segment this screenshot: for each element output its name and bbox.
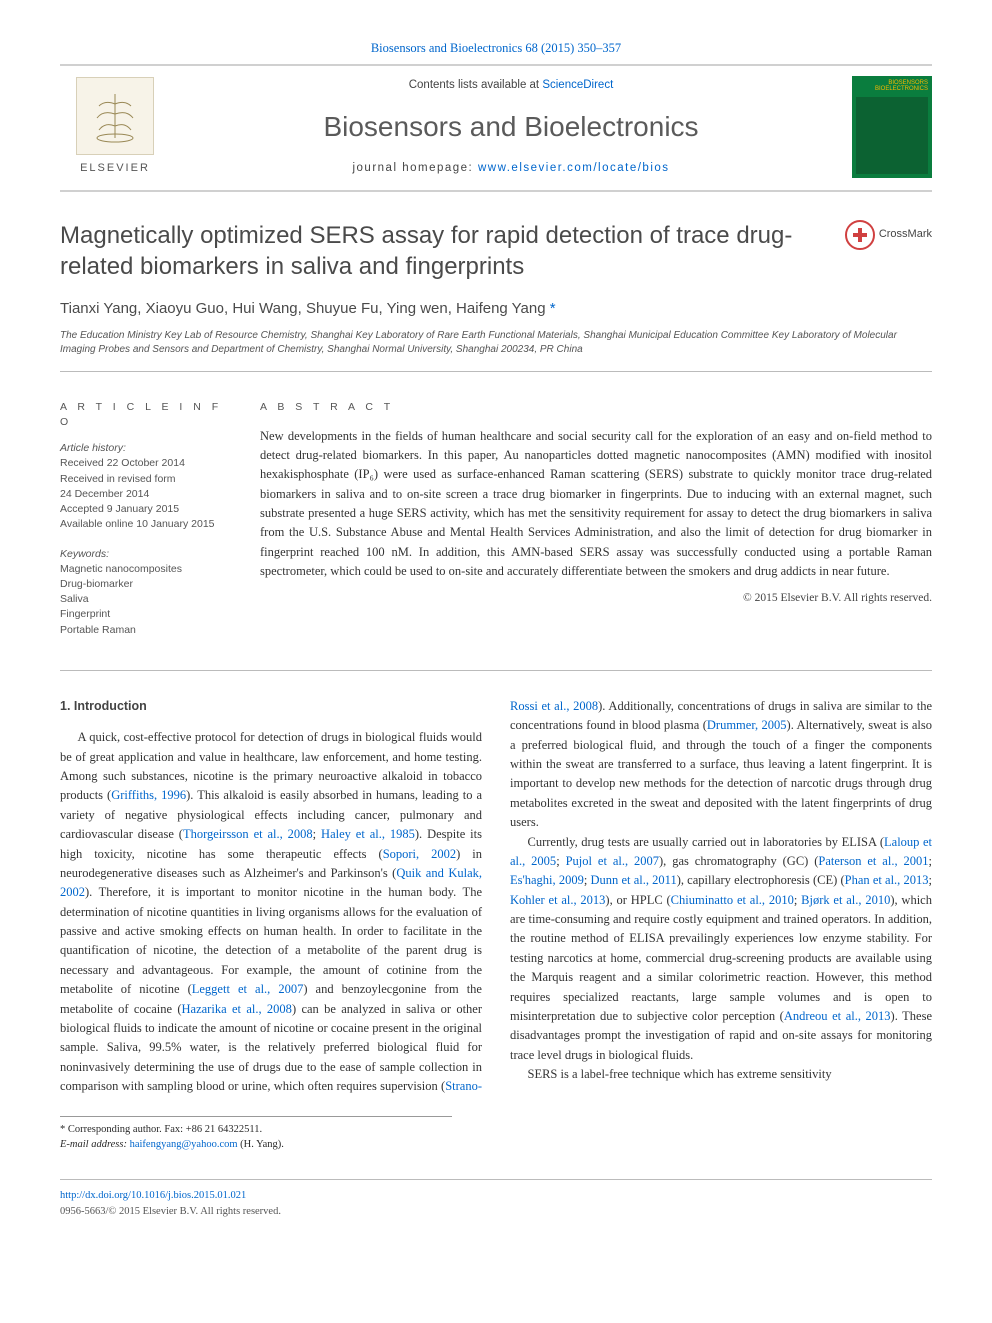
homepage-prefix: journal homepage: xyxy=(352,162,477,174)
crossmark-badge[interactable]: CrossMark xyxy=(845,220,932,250)
abstract-heading: A B S T R A C T xyxy=(260,400,932,415)
citation-link[interactable]: Pujol et al., 2007 xyxy=(566,854,659,868)
email-label: E-mail address: xyxy=(60,1139,130,1150)
keyword: Saliva xyxy=(60,593,89,605)
history-revised-1: Received in revised form xyxy=(60,473,176,485)
intro-para-3: SERS is a label-free technique which has… xyxy=(510,1065,932,1084)
citation-link[interactable]: Sopori, 2002 xyxy=(383,847,456,861)
page-footer: http://dx.doi.org/10.1016/j.bios.2015.01… xyxy=(60,1179,932,1220)
keyword: Drug-biomarker xyxy=(60,578,133,590)
keyword: Magnetic nanocomposites xyxy=(60,563,182,575)
keywords-block: Keywords: Magnetic nanocomposites Drug-b… xyxy=(60,547,236,638)
article-header: Magnetically optimized SERS assay for ra… xyxy=(60,220,932,372)
abstract-col: A B S T R A C T New developments in the … xyxy=(260,400,932,652)
email-link[interactable]: haifengyang@yahoo.com xyxy=(130,1139,238,1150)
citation-link[interactable]: Dunn et al., 2011 xyxy=(591,873,677,887)
article-info-heading: A R T I C L E I N F O xyxy=(60,400,236,429)
citation-link[interactable]: Bjørk et al., 2010 xyxy=(801,893,890,907)
citation-link[interactable]: Griffiths, 1996 xyxy=(111,788,186,802)
keywords-label: Keywords: xyxy=(60,548,109,560)
contents-line: Contents lists available at ScienceDirec… xyxy=(170,77,852,93)
journal-center: Contents lists available at ScienceDirec… xyxy=(170,77,852,176)
citation-link[interactable]: Chiuminatto et al., 2010 xyxy=(671,893,794,907)
history-revised-2: 24 December 2014 xyxy=(60,488,149,500)
corresponding-mark: * xyxy=(550,300,556,317)
cover-art xyxy=(856,97,928,174)
citation-link[interactable]: Phan et al., 2013 xyxy=(845,873,929,887)
abstract-copyright: © 2015 Elsevier B.V. All rights reserved… xyxy=(260,590,932,606)
contents-prefix: Contents lists available at xyxy=(409,79,543,91)
article-title: Magnetically optimized SERS assay for ra… xyxy=(60,220,845,282)
authors: Tianxi Yang, Xiaoyu Guo, Hui Wang, Shuyu… xyxy=(60,298,932,319)
citation-link[interactable]: Leggett et al., 2007 xyxy=(192,982,304,996)
keyword: Portable Raman xyxy=(60,624,136,636)
corresponding-footnote: * Corresponding author. Fax: +86 21 6432… xyxy=(60,1116,452,1152)
homepage-line: journal homepage: www.elsevier.com/locat… xyxy=(170,160,852,176)
citation-link[interactable]: Drummer, 2005 xyxy=(707,718,787,732)
intro-para-2: Currently, drug tests are usually carrie… xyxy=(510,833,932,1066)
affiliation: The Education Ministry Key Lab of Resour… xyxy=(60,329,932,357)
article-history: Article history: Received 22 October 201… xyxy=(60,441,236,532)
citation-link[interactable]: Andreou et al., 2013 xyxy=(784,1009,891,1023)
abstract-text: New developments in the fields of human … xyxy=(260,427,932,582)
history-label: Article history: xyxy=(60,442,126,454)
running-head: Biosensors and Bioelectronics 68 (2015) … xyxy=(60,40,932,58)
history-online: Available online 10 January 2015 xyxy=(60,518,215,530)
cover-title: BIOSENSORSBIOELECTRONICS xyxy=(856,80,928,93)
citation-link[interactable]: Kohler et al., 2013 xyxy=(510,893,605,907)
article-info-col: A R T I C L E I N F O Article history: R… xyxy=(60,400,260,652)
elsevier-tree-icon xyxy=(76,77,154,155)
history-accepted: Accepted 9 January 2015 xyxy=(60,503,179,515)
crossmark-icon xyxy=(845,220,875,250)
running-head-link[interactable]: Biosensors and Bioelectronics 68 (2015) … xyxy=(371,41,621,55)
crossmark-label: CrossMark xyxy=(879,227,932,242)
body-columns: 1. Introduction A quick, cost-effective … xyxy=(60,697,932,1097)
history-received: Received 22 October 2014 xyxy=(60,457,185,469)
homepage-link[interactable]: www.elsevier.com/locate/bios xyxy=(478,162,670,174)
email-suffix: (H. Yang). xyxy=(238,1139,284,1150)
citation-link[interactable]: Hazarika et al., 2008 xyxy=(182,1002,292,1016)
doi-link[interactable]: http://dx.doi.org/10.1016/j.bios.2015.01… xyxy=(60,1190,246,1201)
publisher-block: ELSEVIER xyxy=(60,77,170,176)
journal-cover-thumb: BIOSENSORSBIOELECTRONICS xyxy=(852,76,932,178)
sciencedirect-link[interactable]: ScienceDirect xyxy=(542,79,613,91)
citation-link[interactable]: Es'haghi, 2009 xyxy=(510,873,584,887)
journal-title: Biosensors and Bioelectronics xyxy=(170,107,852,146)
issn-line: 0956-5663/© 2015 Elsevier B.V. All right… xyxy=(60,1206,281,1217)
citation-link[interactable]: Paterson et al., 2001 xyxy=(818,854,928,868)
section-heading-intro: 1. Introduction xyxy=(60,697,482,716)
corr-email-line: E-mail address: haifengyang@yahoo.com (H… xyxy=(60,1138,452,1153)
keyword: Fingerprint xyxy=(60,608,110,620)
citation-link[interactable]: Haley et al., 1985 xyxy=(321,827,415,841)
publisher-name: ELSEVIER xyxy=(80,161,150,176)
meta-abstract-row: A R T I C L E I N F O Article history: R… xyxy=(60,382,932,671)
author-list: Tianxi Yang, Xiaoyu Guo, Hui Wang, Shuyu… xyxy=(60,300,546,317)
corr-author-line: * Corresponding author. Fax: +86 21 6432… xyxy=(60,1123,452,1138)
citation-link[interactable]: Thorgeirsson et al., 2008 xyxy=(183,827,313,841)
journal-header: ELSEVIER Contents lists available at Sci… xyxy=(60,64,932,192)
